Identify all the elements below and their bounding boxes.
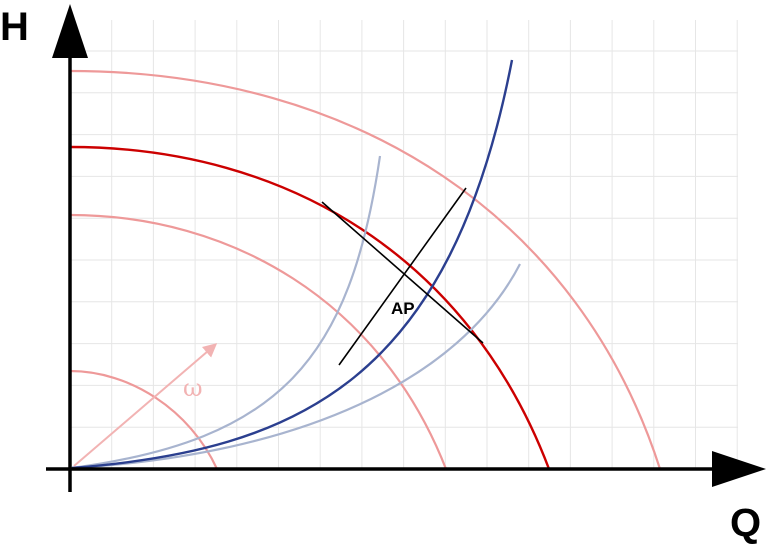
y-axis-label: H: [0, 5, 29, 49]
system-curve-tangent: [338, 187, 467, 366]
system-curve-operating: [71, 59, 514, 470]
operating-point-label: AP: [391, 299, 415, 318]
system-curve-flat: [71, 263, 521, 470]
system-curve-steep: [71, 155, 382, 470]
tangent-lines: [321, 187, 484, 366]
speed-arrow: ω: [73, 343, 218, 467]
pump-curve-high-speed: [69, 69, 662, 470]
system-curves: [71, 59, 521, 470]
pump-curve-low-speed: [69, 213, 448, 470]
pump-curve-operating-speed: [69, 145, 551, 470]
y-axis-arrowhead: [52, 4, 88, 58]
x-axis-arrowhead: [712, 451, 766, 487]
x-axis-label: Q: [730, 501, 761, 544]
grid: [70, 20, 738, 469]
pump-curves: [69, 69, 662, 470]
pump-curve-tangent: [321, 201, 484, 344]
speed-arrow-line: [73, 343, 218, 467]
axes: H Q: [0, 4, 766, 544]
speed-arrow-label: ω: [183, 374, 203, 402]
